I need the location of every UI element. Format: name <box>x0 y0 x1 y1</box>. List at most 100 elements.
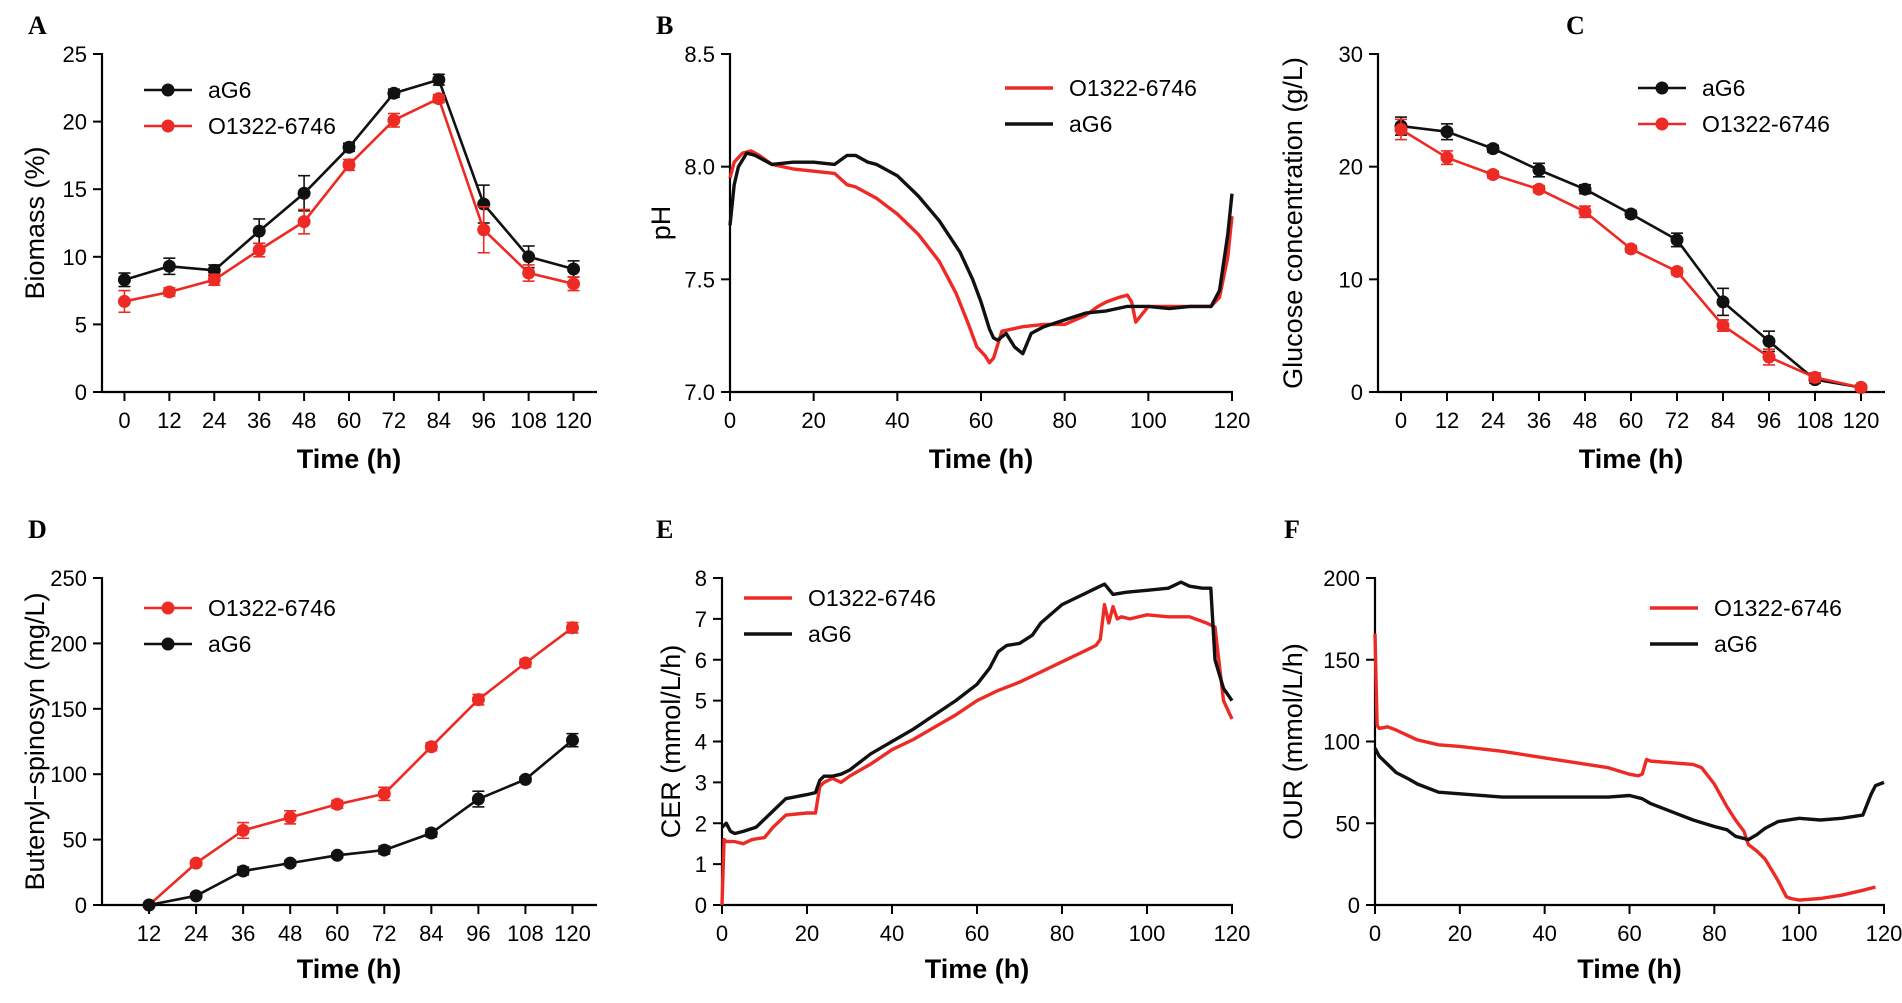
x-tick-label: 80 <box>1050 921 1074 946</box>
legend-label: O1322-6746 <box>1714 595 1842 621</box>
data-point <box>1532 182 1546 196</box>
x-tick-label: 80 <box>1052 408 1076 433</box>
panel-label: B <box>656 11 673 40</box>
x-tick-label: 48 <box>292 408 316 433</box>
y-tick-label: 6 <box>695 648 707 673</box>
panel-c-glucose-chart: C 0 10 20 30 0 12 24 36 48 60 72 84 96 108 120 Time (h) G… <box>1278 11 1885 474</box>
x-axis-label: Time (h) <box>1579 444 1684 474</box>
series-o1322-6746 <box>728 149 1234 365</box>
y-axis-label: OUR (mmol/L/h) <box>1278 643 1308 840</box>
x-tick-label: 12 <box>137 921 161 946</box>
data-point <box>518 772 532 786</box>
data-point <box>377 843 391 857</box>
x-tick-label: 84 <box>419 921 443 946</box>
legend-label: O1322-6746 <box>1069 75 1197 101</box>
x-tick-label: 120 <box>1214 408 1251 433</box>
x-axis-label: Time (h) <box>929 444 1034 474</box>
series-o1322-6746 <box>117 92 581 314</box>
series-ag6 <box>728 151 1234 356</box>
data-point <box>1486 142 1500 156</box>
legend-label: aG6 <box>1714 631 1757 657</box>
series-ag6 <box>142 732 579 912</box>
data-point <box>522 250 536 264</box>
data-point <box>1578 205 1592 219</box>
x-tick-label: 36 <box>247 408 271 433</box>
data-point <box>330 797 344 811</box>
legend-item: O1322-6746 <box>1005 75 1197 101</box>
x-tick-label: 100 <box>1130 408 1167 433</box>
data-point <box>162 285 176 299</box>
series-o1322-6746 <box>1373 633 1876 902</box>
x-tick-label: 36 <box>231 921 255 946</box>
y-axis-label: CER (mmol/L/h) <box>656 645 686 839</box>
x-axis-label: Time (h) <box>1577 954 1682 984</box>
y-tick-label: 200 <box>50 631 87 656</box>
data-point <box>1854 380 1868 394</box>
series-line <box>720 602 1234 906</box>
series-line <box>720 580 1234 836</box>
x-tick-label: 40 <box>885 408 909 433</box>
x-tick-label: 20 <box>1448 921 1472 946</box>
x-tick-label: 12 <box>1435 408 1459 433</box>
x-tick-label: 96 <box>1757 408 1781 433</box>
data-point <box>471 693 485 707</box>
x-tick-label: 108 <box>510 408 547 433</box>
series-o1322-6746 <box>720 602 1234 906</box>
series-line <box>728 151 1234 356</box>
legend-label: aG6 <box>808 621 851 647</box>
x-tick-label: 60 <box>965 921 989 946</box>
y-tick-label: 7.0 <box>684 380 715 405</box>
x-tick-label: 0 <box>118 408 130 433</box>
x-tick-label: 60 <box>325 921 349 946</box>
y-tick-label: 50 <box>1336 811 1360 836</box>
x-tick-label: 36 <box>1527 408 1551 433</box>
series-ag6 <box>117 73 581 288</box>
y-tick-label: 50 <box>63 828 87 853</box>
legend-marker <box>1655 81 1669 95</box>
legend-marker <box>1655 117 1669 131</box>
data-point <box>1578 182 1592 196</box>
x-tick-label: 80 <box>1702 921 1726 946</box>
legend-marker <box>161 119 175 133</box>
data-point <box>1394 122 1408 136</box>
series-ag6 <box>1373 747 1885 842</box>
x-tick-label: 120 <box>1214 921 1251 946</box>
legend-item: O1322-6746 <box>144 595 336 621</box>
x-tick-label: 48 <box>278 921 302 946</box>
legend-item: O1322-6746 <box>1650 595 1842 621</box>
series-line <box>148 626 574 906</box>
panel-label: F <box>1284 515 1300 544</box>
x-tick-label: 108 <box>1797 408 1834 433</box>
data-point <box>1716 319 1730 333</box>
x-tick-label: 60 <box>337 408 361 433</box>
data-point <box>471 792 485 806</box>
data-point <box>342 140 356 154</box>
x-tick-label: 120 <box>1866 921 1902 946</box>
x-tick-label: 72 <box>372 921 396 946</box>
panel-label: E <box>656 515 673 544</box>
legend-item: aG6 <box>744 621 851 647</box>
data-point <box>142 898 156 912</box>
y-axis-label: Glucose concentration (g/L) <box>1278 57 1308 389</box>
legend-item: aG6 <box>144 631 251 657</box>
x-axis-label: Time (h) <box>297 444 402 474</box>
x-tick-label: 84 <box>1711 408 1735 433</box>
y-tick-label: 7 <box>695 607 707 632</box>
panel-d-butenyl-spinosyn-chart: D 0 50 100 150 200 250 12 24 36 48 60 72 84 96 108 120 Ti… <box>20 515 597 984</box>
x-tick-label: 40 <box>1532 921 1556 946</box>
y-tick-label: 100 <box>50 762 87 787</box>
data-point <box>518 656 532 670</box>
legend-marker <box>161 637 175 651</box>
y-tick-label: 0 <box>1348 893 1360 918</box>
data-point <box>207 273 221 287</box>
data-point <box>117 294 131 308</box>
data-point <box>565 733 579 747</box>
data-point <box>1808 370 1822 384</box>
x-tick-label: 120 <box>555 408 592 433</box>
x-tick-label: 20 <box>795 921 819 946</box>
y-tick-label: 0 <box>75 893 87 918</box>
series-line <box>124 97 574 303</box>
x-tick-label: 60 <box>1619 408 1643 433</box>
